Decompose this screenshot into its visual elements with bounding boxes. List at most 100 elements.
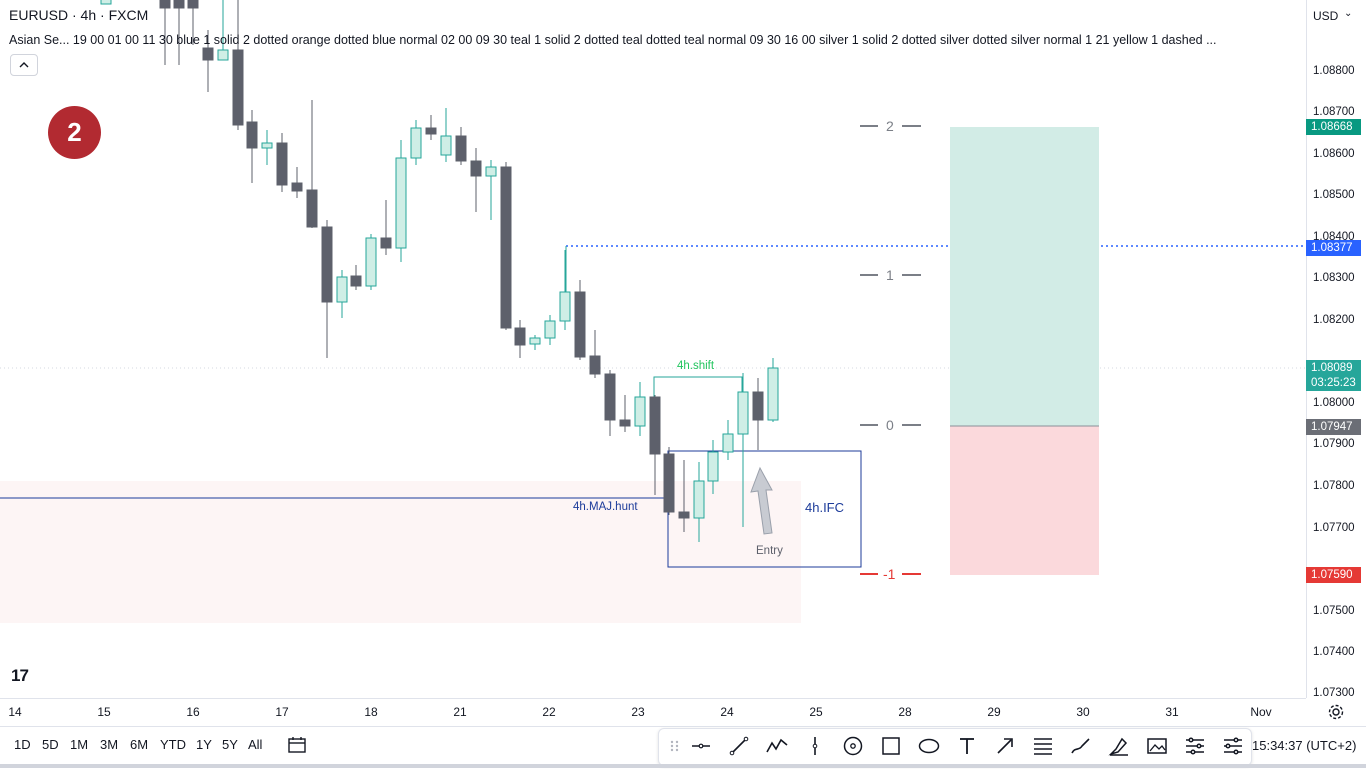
tradingview-logo: 17 (11, 666, 29, 685)
candle-body (187, 0, 199, 9)
time-tick: 15 (97, 705, 111, 719)
currency-selector[interactable]: USD ⌄ (1306, 4, 1358, 26)
candle (100, 0, 112, 5)
candle (634, 382, 646, 436)
candle (619, 395, 631, 432)
candle-body (100, 0, 112, 5)
candle (737, 373, 749, 527)
entry-arrow-icon[interactable] (750, 466, 773, 535)
calendar-icon[interactable] (287, 735, 307, 755)
pattern-icon[interactable] (766, 735, 788, 757)
candle-body (485, 166, 497, 177)
time-tick: 25 (809, 705, 823, 719)
rectangle-tool-icon[interactable] (880, 735, 902, 757)
candle (276, 133, 288, 192)
brush-tool-icon[interactable] (1070, 735, 1092, 757)
candle-body (455, 135, 467, 162)
candle-body (529, 337, 541, 345)
candle-body (425, 127, 437, 135)
candle (321, 220, 333, 358)
time-tick: 21 (453, 705, 467, 719)
range-button-1y[interactable]: 1Y (196, 737, 212, 752)
position-tool-icon[interactable] (1184, 735, 1206, 757)
chart-area[interactable]: EURUSD · 4h · FXCM Asian Se... 19 00 01 … (0, 0, 1306, 698)
image-tool-icon[interactable] (1146, 735, 1168, 757)
candle-body (752, 391, 764, 421)
maj-hunt-label[interactable]: 4h.MAJ.hunt (573, 501, 638, 513)
symbol-title[interactable]: EURUSD · 4h · FXCM (9, 7, 149, 23)
time-tick: 22 (542, 705, 556, 719)
price-tick: 1.08500 (1313, 189, 1355, 201)
candle-body (232, 49, 244, 126)
price-scale[interactable] (1306, 0, 1366, 698)
drag-handle-icon[interactable] (664, 735, 686, 757)
chevron-up-icon (19, 62, 29, 68)
circle-tool-icon[interactable] (842, 735, 864, 757)
candle-body (365, 237, 377, 287)
trend-line-icon[interactable] (728, 735, 750, 757)
candle-body (737, 391, 749, 435)
stop-zone[interactable] (950, 426, 1099, 575)
time-tick: 28 (898, 705, 912, 719)
vertical-line-icon[interactable] (804, 735, 826, 757)
time-tick: 14 (8, 705, 22, 719)
range-button-5d[interactable]: 5D (42, 737, 59, 752)
range-button-1d[interactable]: 1D (14, 737, 31, 752)
price-tick: 1.08600 (1313, 148, 1355, 160)
ellipse-tool-icon[interactable] (918, 735, 940, 757)
bar-countdown-label: 03:25:23 (1306, 375, 1361, 391)
highlighter-icon[interactable] (1108, 735, 1130, 757)
range-button-1m[interactable]: 1M (70, 737, 89, 752)
bottom-scrollbar[interactable] (0, 764, 1366, 768)
target-zone[interactable] (950, 127, 1099, 426)
time-tick: 29 (987, 705, 1001, 719)
clock-timezone[interactable]: 15:34:37 (UTC+2) (1252, 738, 1357, 753)
gear-icon[interactable] (1327, 703, 1345, 721)
shift-label[interactable]: 4h.shift (677, 360, 715, 372)
ifc-label[interactable]: 4h.IFC (805, 500, 845, 515)
range-button-all[interactable]: All (248, 737, 263, 752)
time-axis[interactable] (0, 698, 1306, 727)
candle (767, 358, 779, 422)
candle-body (767, 367, 779, 421)
collapse-legend-button[interactable] (10, 54, 38, 76)
candle-body (619, 419, 631, 427)
time-tick: 16 (186, 705, 200, 719)
candle (574, 280, 586, 360)
range-button-3m[interactable]: 3M (100, 737, 119, 752)
candle (187, 0, 199, 45)
indicator-legend[interactable]: Asian Se... 19 00 01 00 11 30 blue 1 sol… (9, 33, 1217, 47)
candle (604, 370, 616, 436)
candle-body (470, 160, 482, 177)
text-tool-icon[interactable] (956, 735, 978, 757)
candle-body (693, 480, 705, 519)
candle-body (544, 320, 556, 339)
candle-body (649, 396, 661, 455)
candle (306, 100, 318, 228)
fib-level-neg1-label: -1 (883, 566, 896, 582)
candle-body (440, 135, 452, 156)
price-tick: 1.07900 (1313, 438, 1355, 450)
candle (693, 462, 705, 542)
fib-tool-icon[interactable] (1032, 735, 1054, 757)
entry-label[interactable]: Entry (756, 545, 783, 557)
horizontal-line-icon[interactable] (690, 735, 712, 757)
candle-body (291, 182, 303, 192)
range-button-6m[interactable]: 6M (130, 737, 149, 752)
fib-level-1-label: 1 (886, 267, 894, 283)
chart-canvas[interactable] (0, 0, 1306, 698)
candle (173, 0, 185, 65)
time-tick: 23 (631, 705, 645, 719)
candle (246, 110, 258, 183)
price-tick: 1.07700 (1313, 522, 1355, 534)
time-tick: Nov (1250, 705, 1272, 719)
candle-body (589, 355, 601, 375)
range-button-5y[interactable]: 5Y (222, 737, 238, 752)
candle (707, 440, 719, 494)
chevron-down-icon: ⌄ (1344, 8, 1353, 19)
candle (559, 250, 571, 330)
range-button-ytd[interactable]: YTD (160, 737, 186, 752)
candle (500, 162, 512, 330)
arrow-tool-icon[interactable] (994, 735, 1016, 757)
more-tools-icon[interactable] (1222, 735, 1244, 757)
